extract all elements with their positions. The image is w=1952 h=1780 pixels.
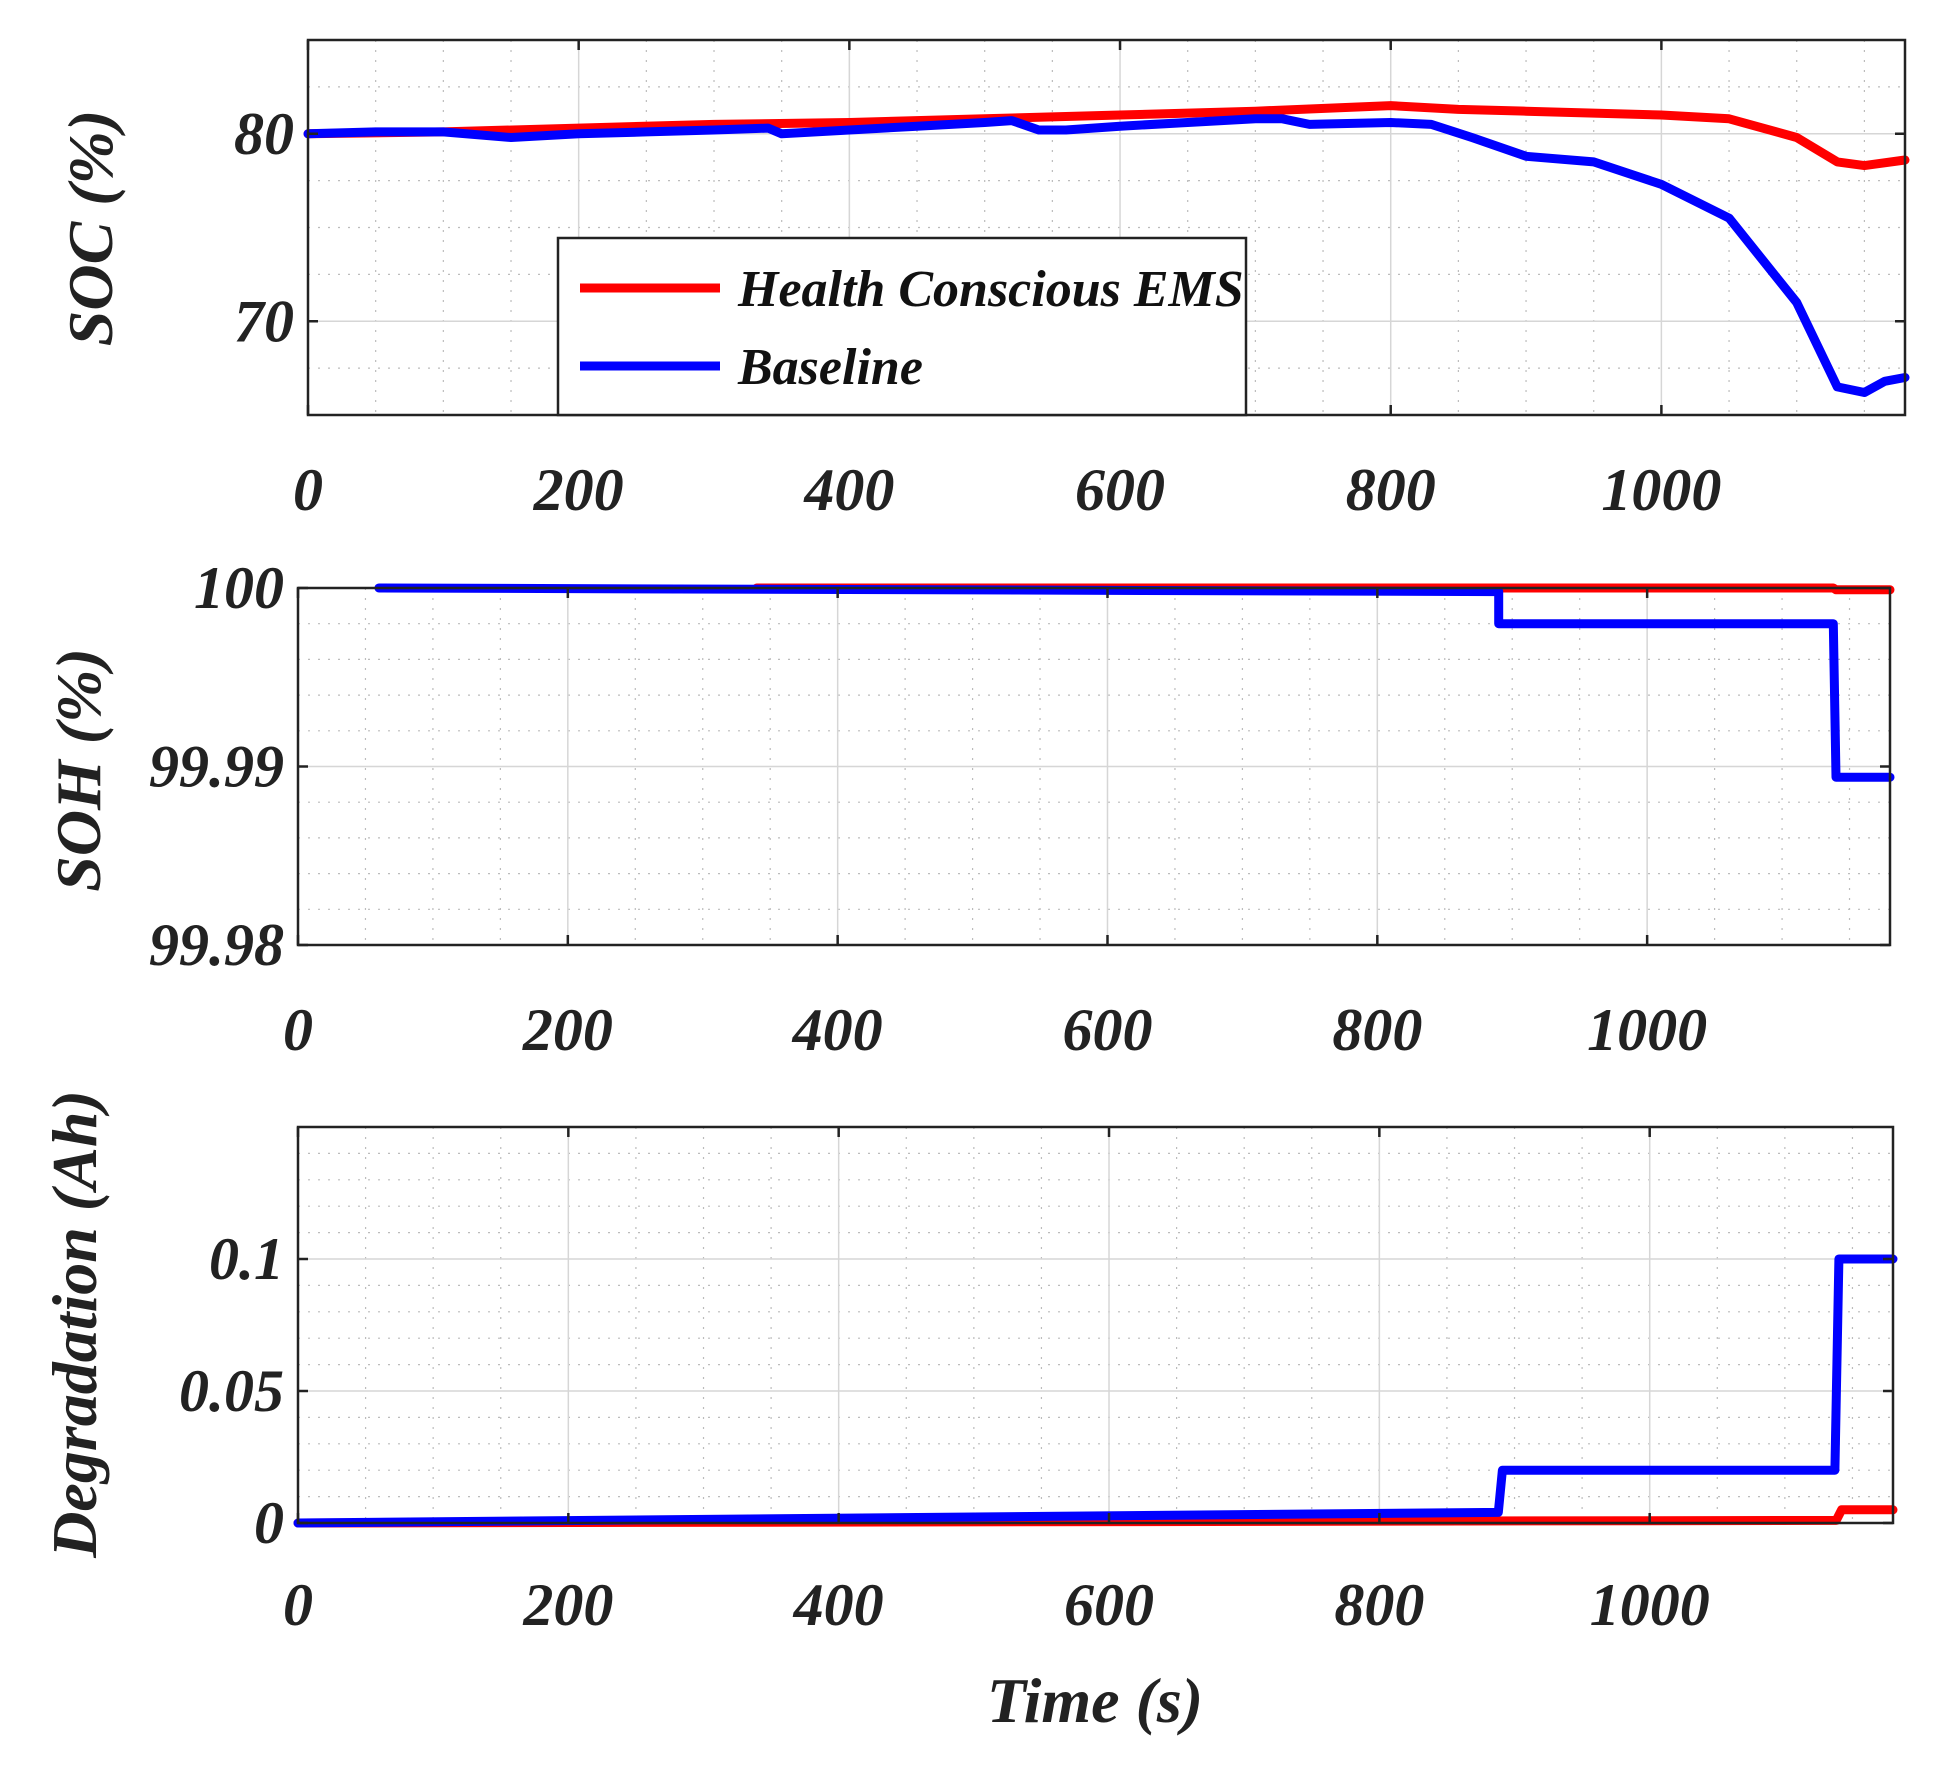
degradation-xtick-label: 200 [522, 1572, 613, 1638]
legend: Health Conscious EMS Baseline [556, 236, 1248, 417]
soh-xtick-label: 600 [1062, 997, 1152, 1063]
soc-xtick-label: 800 [1346, 457, 1436, 523]
soh-plot-area [374, 583, 1895, 782]
degradation-x-axis: 0 200 400 600 800 1000 [283, 1127, 1710, 1638]
degradation-ytick-label: 0.1 [209, 1226, 284, 1292]
soc-xtick-label: 200 [533, 457, 624, 523]
soh-series-baseline [374, 583, 1895, 782]
soc-ylabel: SOC (%) [55, 110, 126, 346]
time-xlabel: Time (s) [987, 1665, 1203, 1736]
soh-panel: 0 200 400 600 800 1000 99.98 99.99 100 SOH (%) [43, 555, 1895, 1063]
degradation-series-baseline [293, 1254, 1898, 1528]
soc-xtick-label: 0 [293, 457, 323, 523]
soh-x-axis: 0 200 400 600 800 1000 [283, 588, 1707, 1063]
degradation-panel: 0 200 400 600 800 1000 0 0.05 0.1 Degradation (… [39, 1090, 1898, 1736]
legend-box [556, 236, 1248, 417]
soc-series-health-conscious-ems [303, 101, 1910, 171]
soh-ytick-label: 99.99 [149, 734, 284, 800]
soc-xtick-label: 1000 [1601, 457, 1721, 523]
soh-grid [298, 588, 1890, 945]
soc-ytick-label: 70 [234, 288, 294, 354]
soh-xtick-label: 200 [522, 997, 613, 1063]
soh-ytick-label: 99.98 [149, 912, 284, 978]
degradation-ylabel: Degradation (Ah) [39, 1090, 110, 1559]
soh-xtick-label: 800 [1332, 997, 1422, 1063]
soh-y-axis: 99.98 99.99 100 [149, 555, 1890, 978]
soh-ylabel: SOH (%) [43, 648, 114, 892]
soc-panel: 0 200 400 600 800 1000 70 80 SOC (%) Health Co… [55, 38, 1910, 523]
soh-xtick-label: 400 [792, 997, 883, 1063]
degradation-xtick-label: 0 [283, 1572, 313, 1638]
degradation-ytick-label: 0 [254, 1490, 284, 1556]
soh-ytick-label: 100 [194, 555, 284, 621]
soc-xtick-label: 400 [803, 457, 894, 523]
legend-label-health-conscious-ems: Health Conscious EMS [737, 261, 1244, 318]
degradation-series-health-conscious-ems [293, 1505, 1898, 1528]
soh-xtick-label: 1000 [1587, 997, 1707, 1063]
degradation-ytick-label: 0.05 [179, 1358, 284, 1424]
degradation-grid [298, 1127, 1893, 1523]
degradation-y-axis: 0 0.05 0.1 [179, 1226, 1893, 1556]
legend-label-baseline: Baseline [737, 339, 923, 396]
degradation-xtick-label: 800 [1334, 1572, 1424, 1638]
soc-series-baseline [303, 114, 1910, 397]
soc-plot-area [303, 101, 1910, 397]
soc-ytick-label: 80 [234, 101, 294, 167]
degradation-xtick-label: 600 [1064, 1572, 1154, 1638]
degradation-xtick-label: 400 [793, 1572, 884, 1638]
degradation-axes-frame [296, 1125, 1895, 1525]
degradation-xtick-label: 1000 [1590, 1572, 1710, 1638]
soh-xtick-label: 0 [283, 997, 313, 1063]
degradation-plot-area [293, 1254, 1898, 1528]
soc-xtick-label: 600 [1075, 457, 1165, 523]
soc-y-axis: 70 80 [234, 101, 1905, 354]
